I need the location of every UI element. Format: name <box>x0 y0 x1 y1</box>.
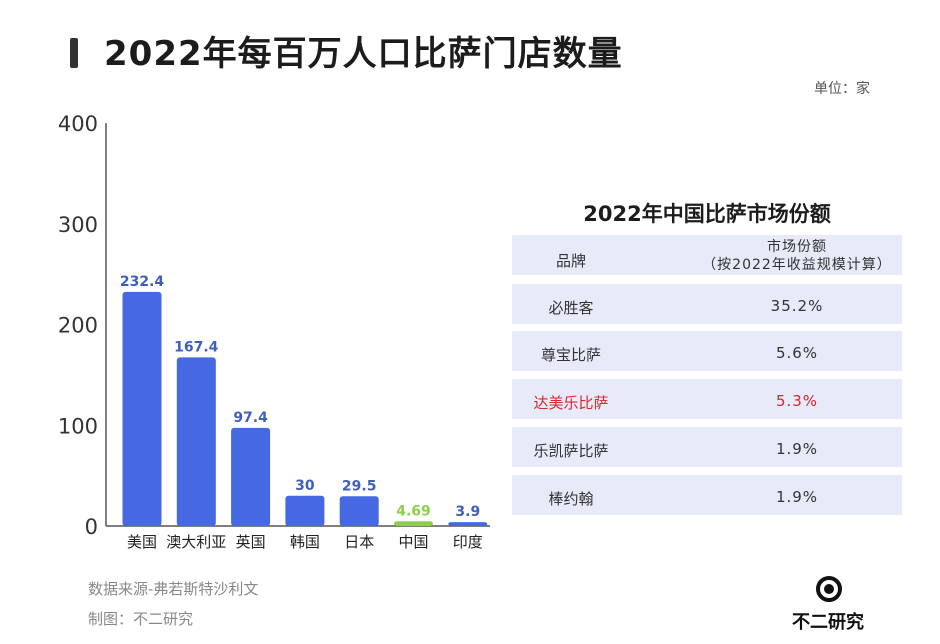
x-tick-label: 印度 <box>453 533 483 551</box>
bar <box>285 495 325 526</box>
unit-label: 单位：家 <box>814 81 870 97</box>
bar <box>394 521 433 526</box>
y-tick-label: 300 <box>58 213 98 237</box>
x-tick-label: 中国 <box>398 533 428 551</box>
bar-value-label: 97.4 <box>233 410 268 426</box>
header-share: 市场份额 （按2022年收益规模计算） <box>692 238 902 274</box>
bar-value-label: 30 <box>295 478 315 494</box>
row-share: 1.9% <box>775 488 819 506</box>
y-tick-label: 200 <box>58 314 98 338</box>
row-brand: 尊宝比萨 <box>540 346 601 364</box>
bar <box>448 522 488 526</box>
row-share: 5.6% <box>775 344 819 362</box>
row-brand: 必胜客 <box>548 299 594 317</box>
table-row: 乐凯萨比萨 1.9% <box>512 427 902 467</box>
bar-value-label: 3.9 <box>455 504 480 520</box>
table-row: 棒约翰 1.9% <box>512 475 902 515</box>
source-note: 数据来源-弗若斯特沙利文 <box>88 580 259 598</box>
bar <box>176 357 216 526</box>
x-tick-label: 韩国 <box>290 533 320 551</box>
bar-value-label: 232.4 <box>120 274 165 290</box>
credit-note: 制图：不二研究 <box>88 610 194 628</box>
title-accent-bar <box>70 38 78 68</box>
row-brand: 乐凯萨比萨 <box>533 442 609 460</box>
header-share-line2: （按2022年收益规模计算） <box>702 257 892 273</box>
row-brand: 棒约翰 <box>548 490 594 508</box>
bar-value-label: 29.5 <box>342 478 377 494</box>
bar-value-label: 167.4 <box>174 339 219 355</box>
x-tick-label: 日本 <box>344 533 374 551</box>
logo-text: 不二研究 <box>792 612 864 633</box>
row-brand: 达美乐比萨 <box>533 394 609 412</box>
table-row: 尊宝比萨 5.6% <box>512 331 902 371</box>
brand-logo: 不二研究 <box>782 572 932 642</box>
y-tick-label: 100 <box>58 414 98 438</box>
table-header-row: 品牌 市场份额 （按2022年收益规模计算） <box>512 235 902 275</box>
table-row: 必胜客 35.2% <box>512 284 902 324</box>
row-share: 5.3% <box>775 392 819 410</box>
bar-value-label: 4.69 <box>396 503 431 519</box>
table-row-highlighted: 达美乐比萨 5.3% <box>512 379 902 419</box>
x-tick-label: 英国 <box>236 533 266 551</box>
table-title: 2022年中国比萨市场份额 <box>583 202 831 226</box>
header-brand: 品牌 <box>555 252 586 270</box>
page-title: 2022年每百万人口比萨门店数量 <box>104 34 623 74</box>
y-tick-label: 0 <box>85 515 98 539</box>
bar <box>122 291 162 526</box>
header-share-line1: 市场份额 <box>767 239 827 255</box>
row-share: 35.2% <box>770 297 824 315</box>
x-tick-label: 澳大利亚 <box>166 533 226 551</box>
eye-logo-icon <box>816 576 842 602</box>
y-tick-label: 400 <box>58 112 98 136</box>
bar <box>231 427 271 526</box>
bar <box>339 496 379 526</box>
x-tick-label: 美国 <box>127 533 157 551</box>
row-share: 1.9% <box>775 440 819 458</box>
